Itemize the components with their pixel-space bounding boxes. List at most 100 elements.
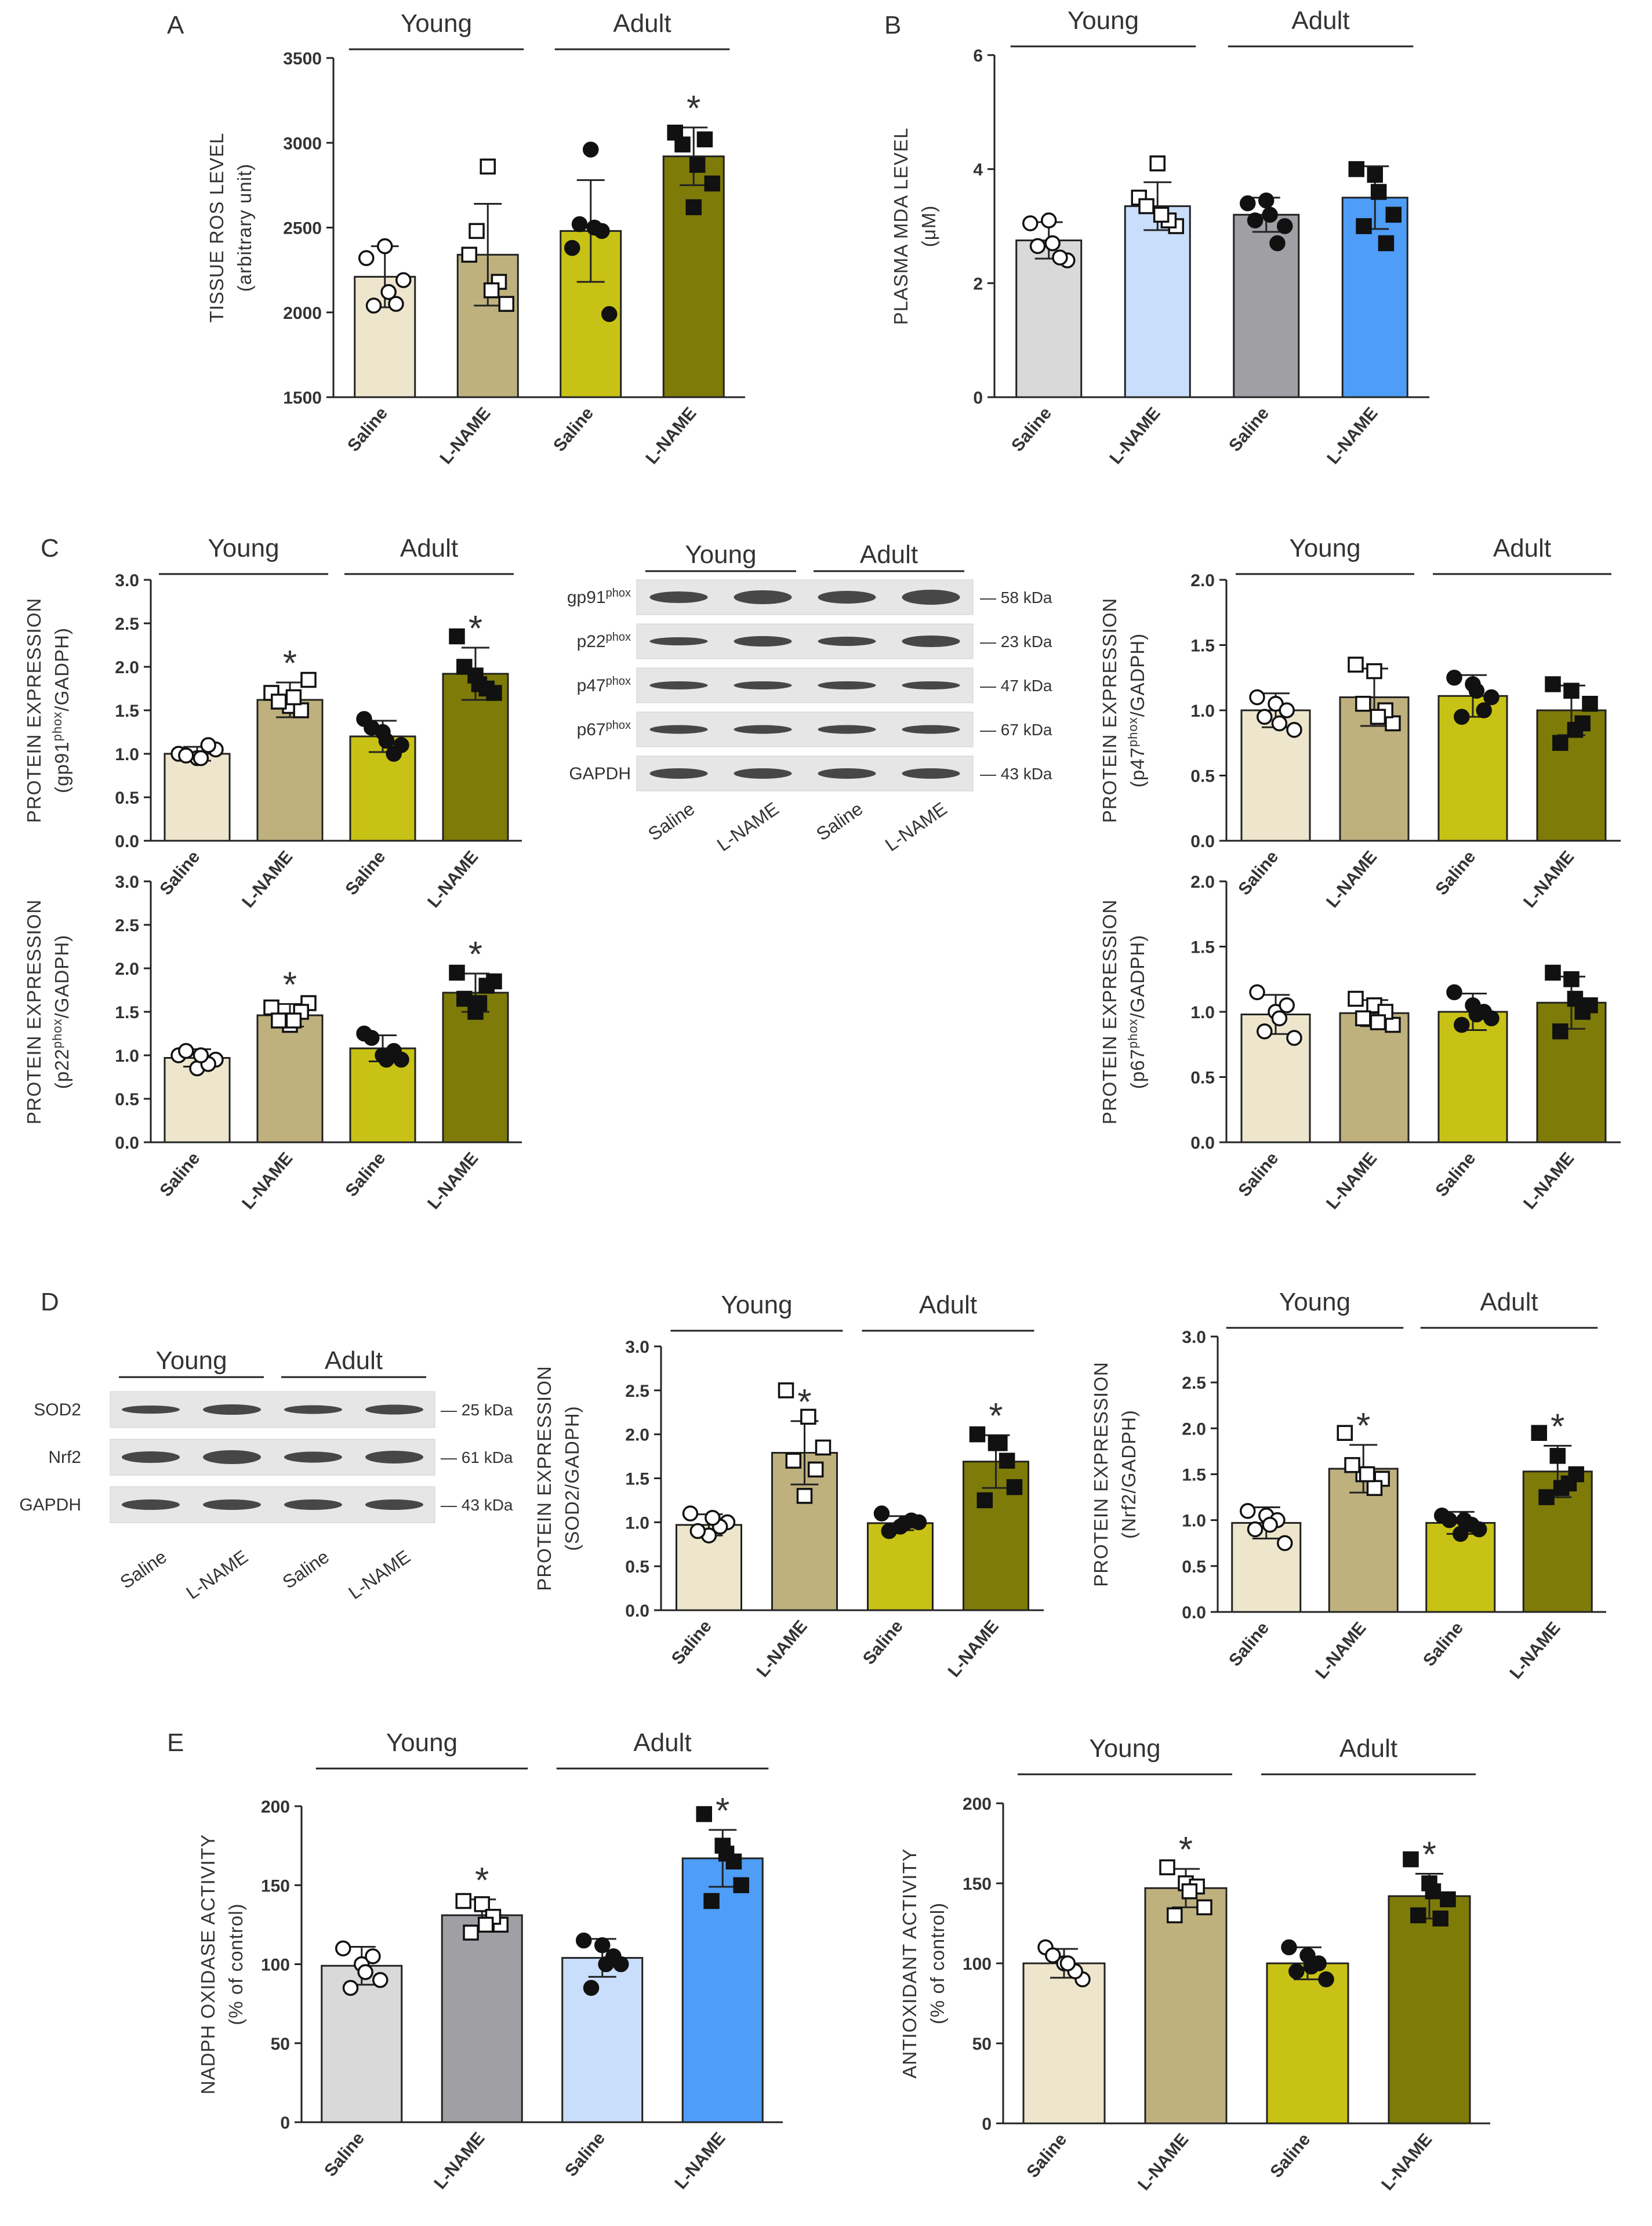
y-axis-title: PROTEIN EXPRESSION — [1099, 598, 1120, 823]
data-point — [1355, 696, 1371, 712]
data-point — [449, 964, 465, 981]
y-axis-title: PLASMA MDA LEVEL — [890, 128, 912, 325]
x-category-label: Saline — [1008, 404, 1055, 455]
y-tick-label: 0.5 — [625, 1557, 649, 1577]
data-point — [1286, 722, 1302, 738]
y-tick-label: 50 — [271, 2035, 290, 2054]
y-tick-label: 100 — [963, 1955, 992, 1974]
blot-band — [365, 1451, 423, 1464]
data-point — [1454, 709, 1470, 725]
data-point — [1288, 1963, 1305, 1980]
data-point — [483, 282, 500, 299]
x-category-label: Saline — [344, 404, 391, 455]
group-label-adult: Adult — [1339, 1734, 1397, 1763]
bar — [1437, 695, 1508, 842]
data-point — [365, 1948, 381, 1964]
y-tick-label: 0.0 — [1190, 1134, 1215, 1153]
blot-kda-label: — 67 kDa — [980, 721, 1052, 739]
data-point — [1041, 212, 1057, 228]
y-tick-label: 0.5 — [1190, 1069, 1215, 1088]
data-point — [1240, 195, 1256, 212]
y-axis-title: TISSUE ROS LEVEL — [206, 133, 227, 323]
data-point — [456, 990, 473, 1007]
chart-c4: 0.0 0.5 1.0 1.5 2.0 PROTEIN EXPRESSION (p67pho… — [1099, 873, 1621, 1213]
y-tick-label: 1.0 — [1190, 702, 1215, 721]
data-point — [1531, 1425, 1547, 1441]
y-tick-label: 2.5 — [625, 1382, 649, 1401]
group-label-young: Young — [208, 534, 279, 562]
y-tick-label: 3.0 — [625, 1338, 649, 1357]
significance-star: * — [1179, 1830, 1193, 1870]
data-point — [1403, 1851, 1419, 1868]
data-point — [733, 1877, 749, 1893]
chart-e1: 0 50 100 150 200 NADPH OXIDASE ACTIVITY (% of … — [197, 1728, 783, 2193]
y-axis-title: PROTEIN EXPRESSION — [533, 1366, 555, 1590]
data-point — [815, 1439, 832, 1456]
blot-band — [649, 725, 708, 734]
data-point — [1378, 235, 1395, 252]
data-point — [601, 306, 618, 322]
chart-e2: 0 50 100 150 200 ANTIOXIDANT ACTIVITY (% of co… — [899, 1734, 1490, 2194]
blot-band — [818, 768, 876, 779]
y-tick-label: 3.0 — [115, 571, 139, 590]
data-point — [1279, 702, 1295, 718]
blot-band — [649, 637, 708, 645]
data-point — [1574, 1004, 1591, 1020]
y-tick-label: 2.0 — [115, 960, 139, 979]
panel-letter-c: C — [41, 534, 59, 562]
data-point — [1370, 1014, 1386, 1030]
bar — [681, 1857, 764, 2123]
group-label-young: Young — [1289, 534, 1360, 562]
data-point — [335, 1940, 351, 1956]
blot-row-label: Nrf2 — [48, 1448, 81, 1467]
data-point — [1359, 1466, 1375, 1483]
significance-star: * — [687, 89, 700, 129]
x-category-label: L-NAME — [753, 1617, 811, 1681]
bar — [867, 1522, 934, 1611]
bar — [1341, 197, 1408, 398]
x-category-label: Saline — [859, 1617, 907, 1668]
y-axis-title: ANTIOXIDANT ACTIVITY — [899, 1848, 920, 2078]
blot-group-label-adult: Adult — [860, 540, 918, 569]
x-category-label: L-NAME — [424, 847, 482, 912]
significance-star: * — [797, 1382, 811, 1422]
blot-kda-label: — 23 kDa — [980, 633, 1052, 651]
blot-row-label: SOD2 — [34, 1400, 81, 1419]
data-point — [1582, 696, 1598, 712]
data-point — [1370, 709, 1386, 725]
data-point — [365, 297, 382, 314]
y-tick-label: 0 — [982, 2115, 992, 2134]
data-point — [1044, 235, 1061, 252]
blot-band — [284, 1451, 342, 1463]
blot-lane-label: L-NAME — [881, 798, 951, 855]
blot-lane-label: Saline — [644, 798, 699, 845]
y-tick-label: 3.0 — [115, 873, 139, 892]
data-point — [598, 1956, 614, 1973]
data-point — [1257, 709, 1273, 725]
y-tick-label: 2.0 — [625, 1426, 649, 1445]
data-point — [377, 238, 393, 255]
x-category-label: Saline — [668, 1617, 716, 1668]
group-label-young: Young — [1089, 1734, 1160, 1763]
data-point — [271, 693, 287, 710]
x-category-label: Saline — [1419, 1618, 1467, 1670]
x-category-label: Saline — [561, 2129, 609, 2180]
data-point — [1468, 682, 1485, 699]
data-point — [1545, 676, 1561, 692]
data-point — [1159, 1859, 1175, 1876]
data-point — [1247, 212, 1263, 228]
group-label-young: Young — [1068, 6, 1139, 35]
x-category-label: Saline — [321, 2129, 368, 2180]
bar — [561, 1957, 644, 2123]
bar — [164, 753, 231, 842]
x-category-label: Saline — [550, 404, 597, 455]
panel-letter-a: A — [167, 11, 184, 39]
data-point — [263, 999, 279, 1016]
y-tick-label: 4 — [973, 161, 983, 180]
data-point — [1432, 1910, 1448, 1927]
data-point — [386, 746, 402, 762]
y-tick-label: 2.0 — [115, 658, 139, 677]
bar — [1388, 1895, 1471, 2125]
x-category-label: Saline — [1235, 1149, 1282, 1200]
y-axis-subtitle: (μM) — [918, 205, 939, 247]
